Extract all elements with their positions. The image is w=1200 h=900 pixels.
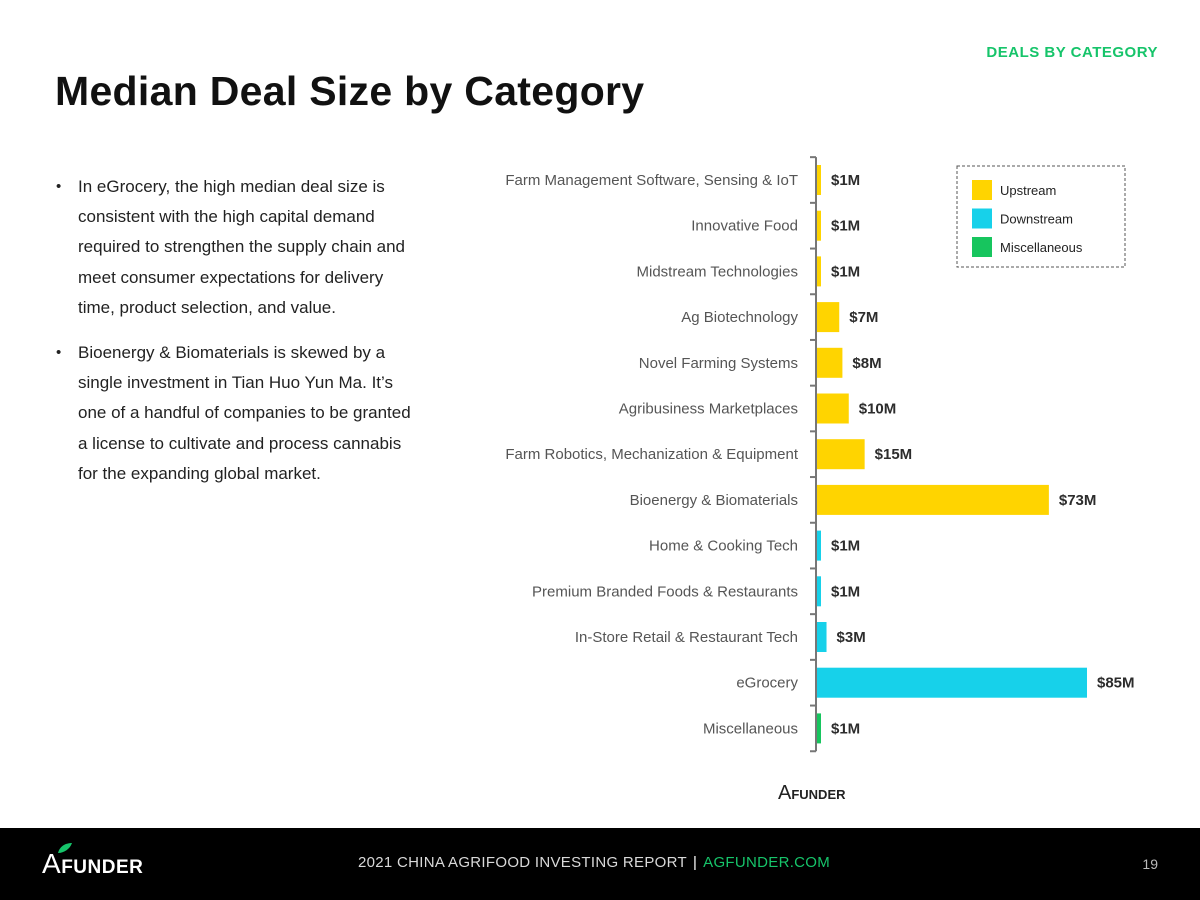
legend-label-downstream: Downstream xyxy=(1000,212,1073,227)
chart-bar xyxy=(817,667,1087,698)
chart-legend-box xyxy=(956,165,1126,268)
chart-value-label: $1M xyxy=(831,263,860,280)
chart-category-label: Novel Farming Systems xyxy=(639,355,798,372)
bullet-text: In eGrocery, the high median deal size i… xyxy=(78,177,406,317)
footer-logo-text: FUNDER xyxy=(61,857,144,878)
chart-category-label: Midstream Technologies xyxy=(637,263,798,280)
median-deal-size-chart: Farm Management Software, Sensing & IoT $… xyxy=(505,156,1135,753)
chart-value-label: $85M xyxy=(1097,675,1135,692)
section-tag: DEALS BY CATEGORY xyxy=(986,44,1158,61)
chart-bar xyxy=(817,713,821,744)
chart-bar xyxy=(817,622,827,652)
chart-category-label: Farm Management Software, Sensing & IoT xyxy=(505,172,798,189)
page-title: Median Deal Size by Category xyxy=(55,68,645,114)
legend-swatch-misc xyxy=(972,237,992,257)
footer-center: 2021 CHINA AGRIFOOD INVESTING REPORT | AGF… xyxy=(358,854,830,871)
legend-swatch-downstream xyxy=(972,208,992,229)
legend-label-upstream: Upstream xyxy=(1000,183,1056,198)
chart-value-label: $73M xyxy=(1059,492,1097,509)
chart-value-label: $1M xyxy=(831,583,860,600)
chart-value-label: $15M xyxy=(875,446,913,463)
chart-category-label: Farm Robotics, Mechanization & Equipment xyxy=(505,446,798,463)
chart-bar xyxy=(817,302,840,333)
chart-category-label: eGrocery xyxy=(736,675,798,692)
bullet-item: • Bioenergy & Biomaterials is skewed by a… xyxy=(54,338,416,489)
chart-category-label: Ag Biotechnology xyxy=(681,309,798,326)
chart-logo-text: FUNDER xyxy=(791,787,846,802)
leaf-icon xyxy=(58,843,72,853)
chart-bar xyxy=(817,530,821,561)
chart-bar xyxy=(817,439,865,470)
chart-category-label: Agribusiness Marketplaces xyxy=(619,401,798,418)
chart-category-label: Home & Cooking Tech xyxy=(649,538,798,555)
chart-value-label: $10M xyxy=(859,401,897,418)
footer-logo-letter: A xyxy=(42,848,62,879)
chart-value-label: $1M xyxy=(831,172,860,189)
chart-value-label: $1M xyxy=(831,218,860,235)
footer-bar: AFUNDER 2021 CHINA AGRIFOOD INVESTING RE… xyxy=(0,828,1200,900)
chart-logo-letter: A xyxy=(778,782,792,804)
chart-bar xyxy=(817,576,821,607)
legend-label-misc: Miscellaneous xyxy=(1000,240,1083,255)
chart-bar xyxy=(817,347,843,378)
footer-site-link[interactable]: AGFUNDER.COM xyxy=(703,854,831,871)
footer-separator: | xyxy=(692,854,698,871)
legend-swatch-upstream xyxy=(972,180,992,200)
page-number: 19 xyxy=(1142,856,1158,872)
chart-category-label: Miscellaneous xyxy=(703,720,798,737)
chart-category-label: Premium Branded Foods & Restaurants xyxy=(532,583,798,600)
bullet-item: • In eGrocery, the high median deal size … xyxy=(54,172,416,323)
chart-bar xyxy=(817,484,1049,515)
chart-value-label: $1M xyxy=(831,720,860,737)
footer-logo[interactable]: AFUNDER xyxy=(42,843,144,880)
chart-bar xyxy=(817,256,821,287)
chart-value-label: $8M xyxy=(852,355,881,372)
chart-category-label: In-Store Retail & Restaurant Tech xyxy=(575,629,798,646)
bullet-list: • In eGrocery, the high median deal size … xyxy=(54,172,416,504)
bullet-dot-icon: • xyxy=(56,344,62,362)
chart-bar xyxy=(817,393,849,424)
chart-bar xyxy=(817,165,821,195)
bullet-dot-icon: • xyxy=(56,178,62,195)
chart-category-label: Innovative Food xyxy=(691,218,798,235)
chart-value-label: $1M xyxy=(831,538,860,555)
chart-source-logo: AFUNDER xyxy=(778,782,846,805)
chart-category-label: Bioenergy & Biomaterials xyxy=(630,492,798,509)
chart-bar xyxy=(817,210,821,241)
footer-report-title: 2021 CHINA AGRIFOOD INVESTING REPORT xyxy=(358,854,687,871)
chart-value-label: $7M xyxy=(849,309,878,326)
bullet-text: Bioenergy & Biomaterials is skewed by a … xyxy=(78,343,411,483)
chart-value-label: $3M xyxy=(837,629,866,646)
